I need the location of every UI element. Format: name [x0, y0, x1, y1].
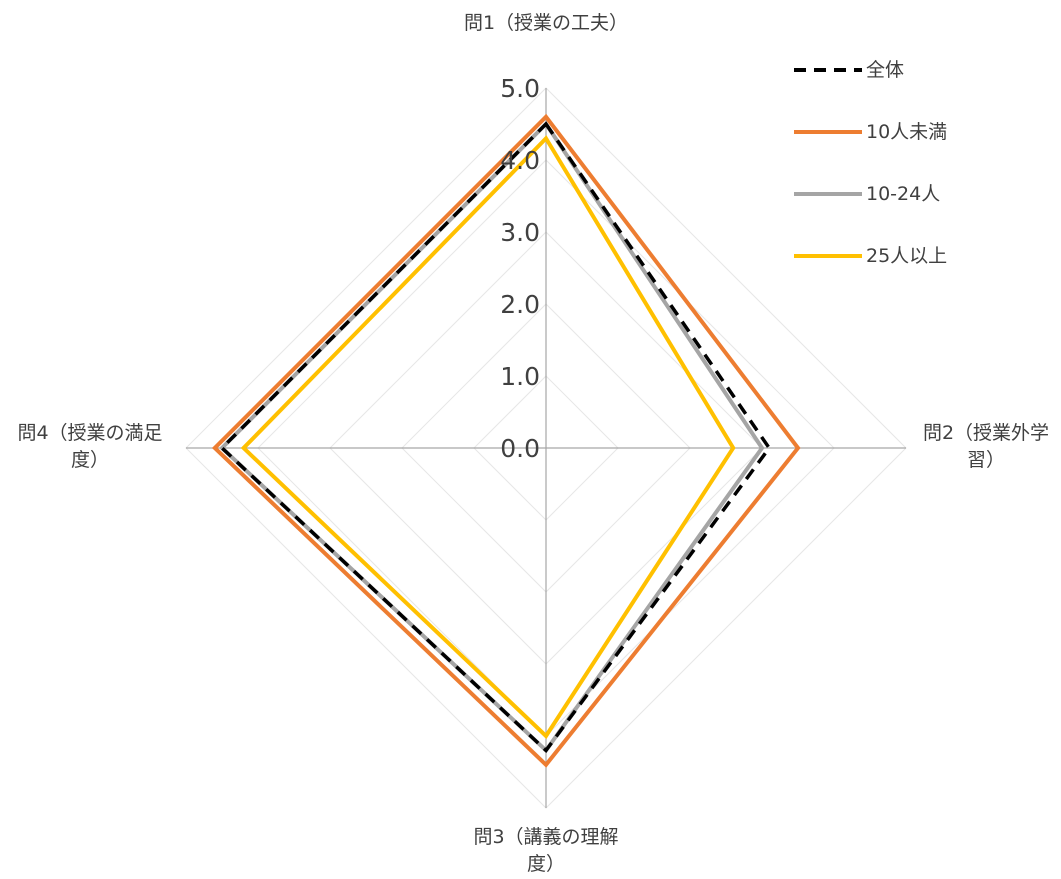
tick-label-1: 1.0	[500, 362, 540, 391]
tick-label-0: 0.0	[500, 434, 540, 463]
series-line-4	[240, 135, 736, 740]
legend-label-all: 全体	[866, 59, 905, 81]
legend-swatch-under10	[794, 130, 862, 134]
legend-swatch-10-24	[794, 192, 862, 196]
tick-label-4: 4.0	[500, 146, 540, 175]
tick-label-2: 2.0	[500, 290, 540, 319]
legend-label-under10: 10人未満	[866, 121, 948, 143]
axis-label-q2: 問2（授業外学習）	[922, 422, 1050, 471]
axis-label-q4: 問4（授業の満足度）	[17, 422, 163, 471]
legend-swatch-all	[794, 68, 862, 72]
series-line-1	[219, 121, 772, 754]
axis-label-q3: 問3（講義の理解度）	[473, 826, 619, 875]
axis-label-q1: 問1（授業の工夫）	[463, 12, 629, 34]
tick-label-5: 5.0	[500, 74, 540, 103]
radar-series	[211, 113, 801, 768]
legend-swatch-25plus	[794, 254, 862, 258]
legend-label-10-24: 10-24人	[866, 183, 941, 205]
series-line-2	[211, 113, 801, 768]
tick-label-3: 3.0	[500, 218, 540, 247]
legend-label-25plus: 25人以上	[866, 245, 948, 267]
radar-tick-labels: 0.0 1.0 2.0 3.0 4.0 5.0	[500, 74, 540, 463]
series-line-3	[219, 120, 765, 754]
